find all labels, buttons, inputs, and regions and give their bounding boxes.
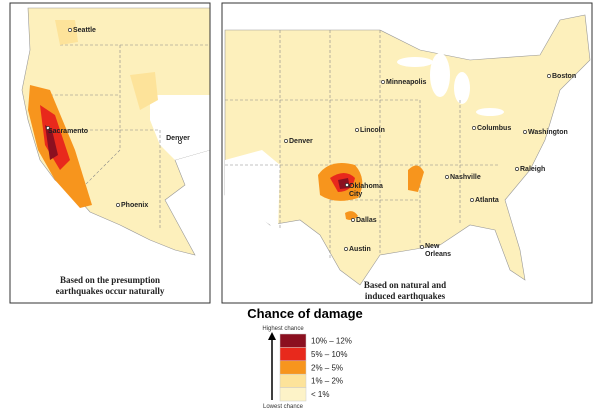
- city-dot: [515, 167, 519, 171]
- state-lines: [40, 44, 210, 230]
- city-dot: [68, 28, 72, 32]
- city-dot: [445, 175, 449, 179]
- high-label: Highest chance: [262, 326, 304, 332]
- right-map: [224, 14, 591, 286]
- city-label: Phoenix: [121, 202, 148, 209]
- hazard-zone: [408, 165, 424, 192]
- caption: earthquakes occur naturally: [56, 286, 165, 296]
- city-dot: [381, 80, 385, 84]
- city-label: Nashville: [450, 174, 481, 181]
- legend-swatch: [279, 387, 307, 402]
- hazard-zone: [40, 105, 70, 170]
- legend-label: < 1%: [311, 390, 329, 399]
- hazard-zone: [345, 211, 358, 220]
- city-label: Sacramento: [48, 128, 88, 135]
- lake: [454, 72, 470, 104]
- legend-swatch: [279, 360, 307, 375]
- lake: [397, 57, 433, 67]
- caption: Based on natural and: [364, 280, 446, 290]
- city-label: Austin: [349, 246, 371, 253]
- legend-label: 1% – 2%: [311, 377, 343, 386]
- low-area: [150, 95, 210, 160]
- city-dot: [284, 139, 288, 143]
- city-dot: [46, 126, 50, 130]
- city-label: Minneapolis: [386, 79, 427, 86]
- city-dot: [345, 183, 349, 187]
- city-label: Seattle: [73, 27, 96, 34]
- city-label: Lincoln: [360, 127, 385, 134]
- city-label: Atlanta: [475, 197, 499, 204]
- low-label: Lowest chance: [263, 404, 304, 410]
- caption: induced earthquakes: [365, 291, 446, 301]
- city-label: New: [425, 243, 440, 250]
- city-dot: [178, 140, 182, 144]
- legend-swatch: [279, 373, 307, 388]
- left-map: [21, 7, 210, 256]
- city-label: Oklahoma: [349, 183, 383, 190]
- city-label: Boston: [552, 73, 576, 80]
- left-frame: [9, 2, 211, 304]
- city-dot: [547, 74, 551, 78]
- city-label: Orleans: [425, 251, 451, 258]
- city-dot: [351, 218, 355, 222]
- right-frame: [221, 2, 593, 304]
- city-label: Denver: [166, 135, 190, 142]
- lake: [476, 108, 504, 116]
- city-label: Raleigh: [520, 166, 545, 173]
- city-dot: [470, 198, 474, 202]
- city-dot: [420, 245, 424, 249]
- hazard-zone: [45, 125, 58, 160]
- legend-swatch: [279, 347, 307, 362]
- lake: [430, 53, 450, 97]
- city-dot: [116, 203, 120, 207]
- city-label: Washington: [528, 129, 568, 136]
- legend-label: 2% – 5%: [311, 363, 343, 372]
- city-dot: [344, 247, 348, 251]
- city-label: Dallas: [356, 217, 377, 224]
- city-label: Columbus: [477, 125, 511, 132]
- city-dot: [472, 126, 476, 130]
- arrow-head: [268, 332, 276, 340]
- legend-label: 10% – 12%: [311, 337, 352, 346]
- legend-title: Chance of damage: [247, 306, 363, 321]
- city-dot: [355, 128, 359, 132]
- caption: Based on the presumption: [60, 275, 160, 285]
- low-area: [225, 150, 280, 230]
- hazard-zone: [130, 72, 158, 110]
- legend-label: 5% – 10%: [311, 350, 347, 359]
- city-label: City: [349, 191, 362, 198]
- city-dot: [523, 130, 527, 134]
- city-label: Denver: [289, 138, 313, 145]
- hazard-zone: [55, 20, 78, 45]
- land: [224, 14, 591, 286]
- legend-swatch: [279, 333, 307, 348]
